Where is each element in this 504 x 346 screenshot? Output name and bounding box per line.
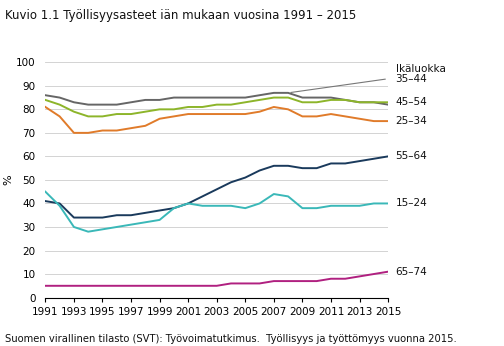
Text: 55–64: 55–64 [396, 152, 427, 161]
Text: Ikäluokka: Ikäluokka [396, 64, 446, 74]
Text: 25–34: 25–34 [396, 116, 427, 126]
Text: 45–54: 45–54 [396, 97, 427, 107]
Text: Suomen virallinen tilasto (SVT): Työvoimatutkimus.  Työllisyys ja työttömyys vuo: Suomen virallinen tilasto (SVT): Työvoim… [5, 334, 457, 344]
Y-axis label: %: % [3, 175, 13, 185]
Text: 65–74: 65–74 [396, 267, 427, 277]
Text: 15–24: 15–24 [396, 199, 427, 208]
Text: Kuvio 1.1 Työllisyysasteet iän mukaan vuosina 1991 – 2015: Kuvio 1.1 Työllisyysasteet iän mukaan vu… [5, 9, 356, 22]
Text: 35–44: 35–44 [396, 74, 427, 84]
